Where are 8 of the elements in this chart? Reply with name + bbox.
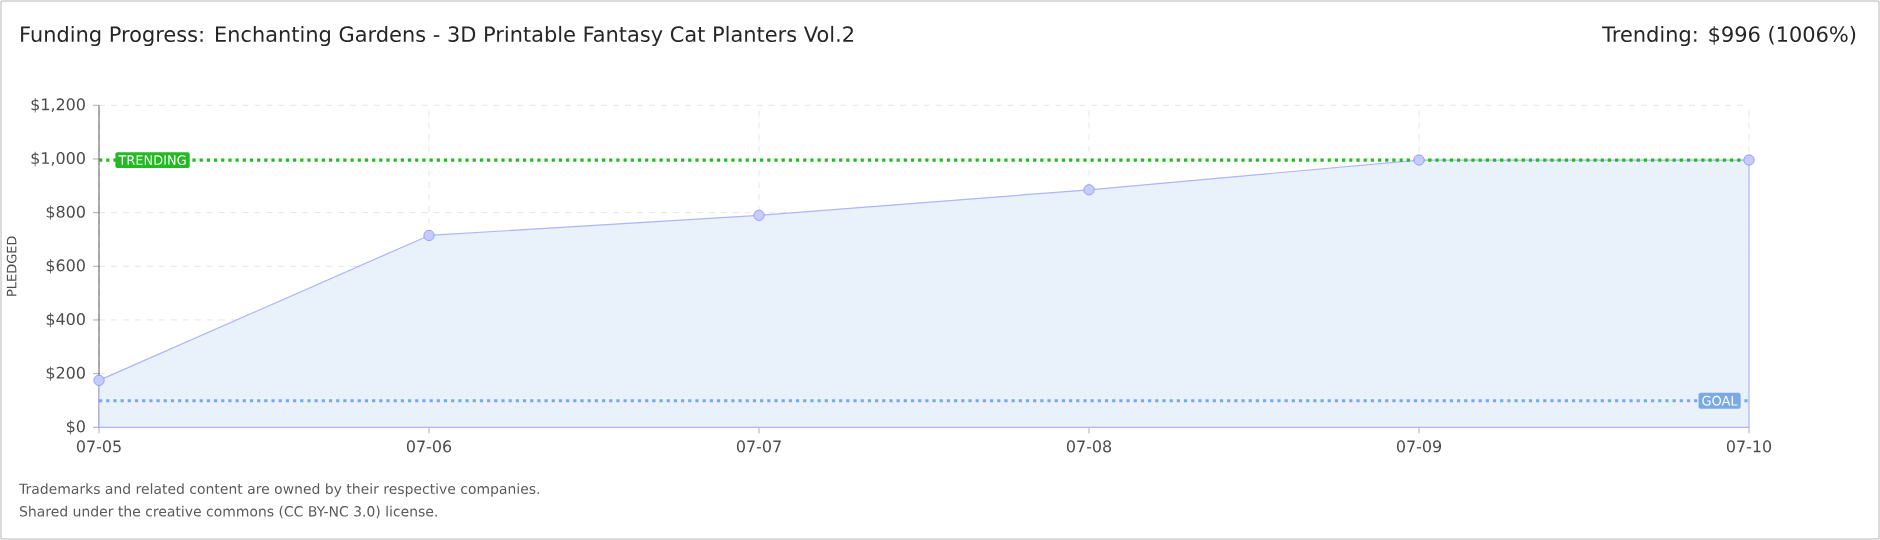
- chart-title: Funding Progress: Enchanting Gardens - 3D Printable Fantasy Cat Planters Vol.2: [21, 25, 853, 47]
- point: [753, 209, 765, 221]
- point: [93, 374, 105, 386]
- point: [423, 229, 435, 242]
- text: Trending: $996 (1006%): [1602, 25, 1856, 47]
- point: [1743, 154, 1755, 166]
- point: [1083, 184, 1095, 196]
- point: [1413, 154, 1425, 166]
